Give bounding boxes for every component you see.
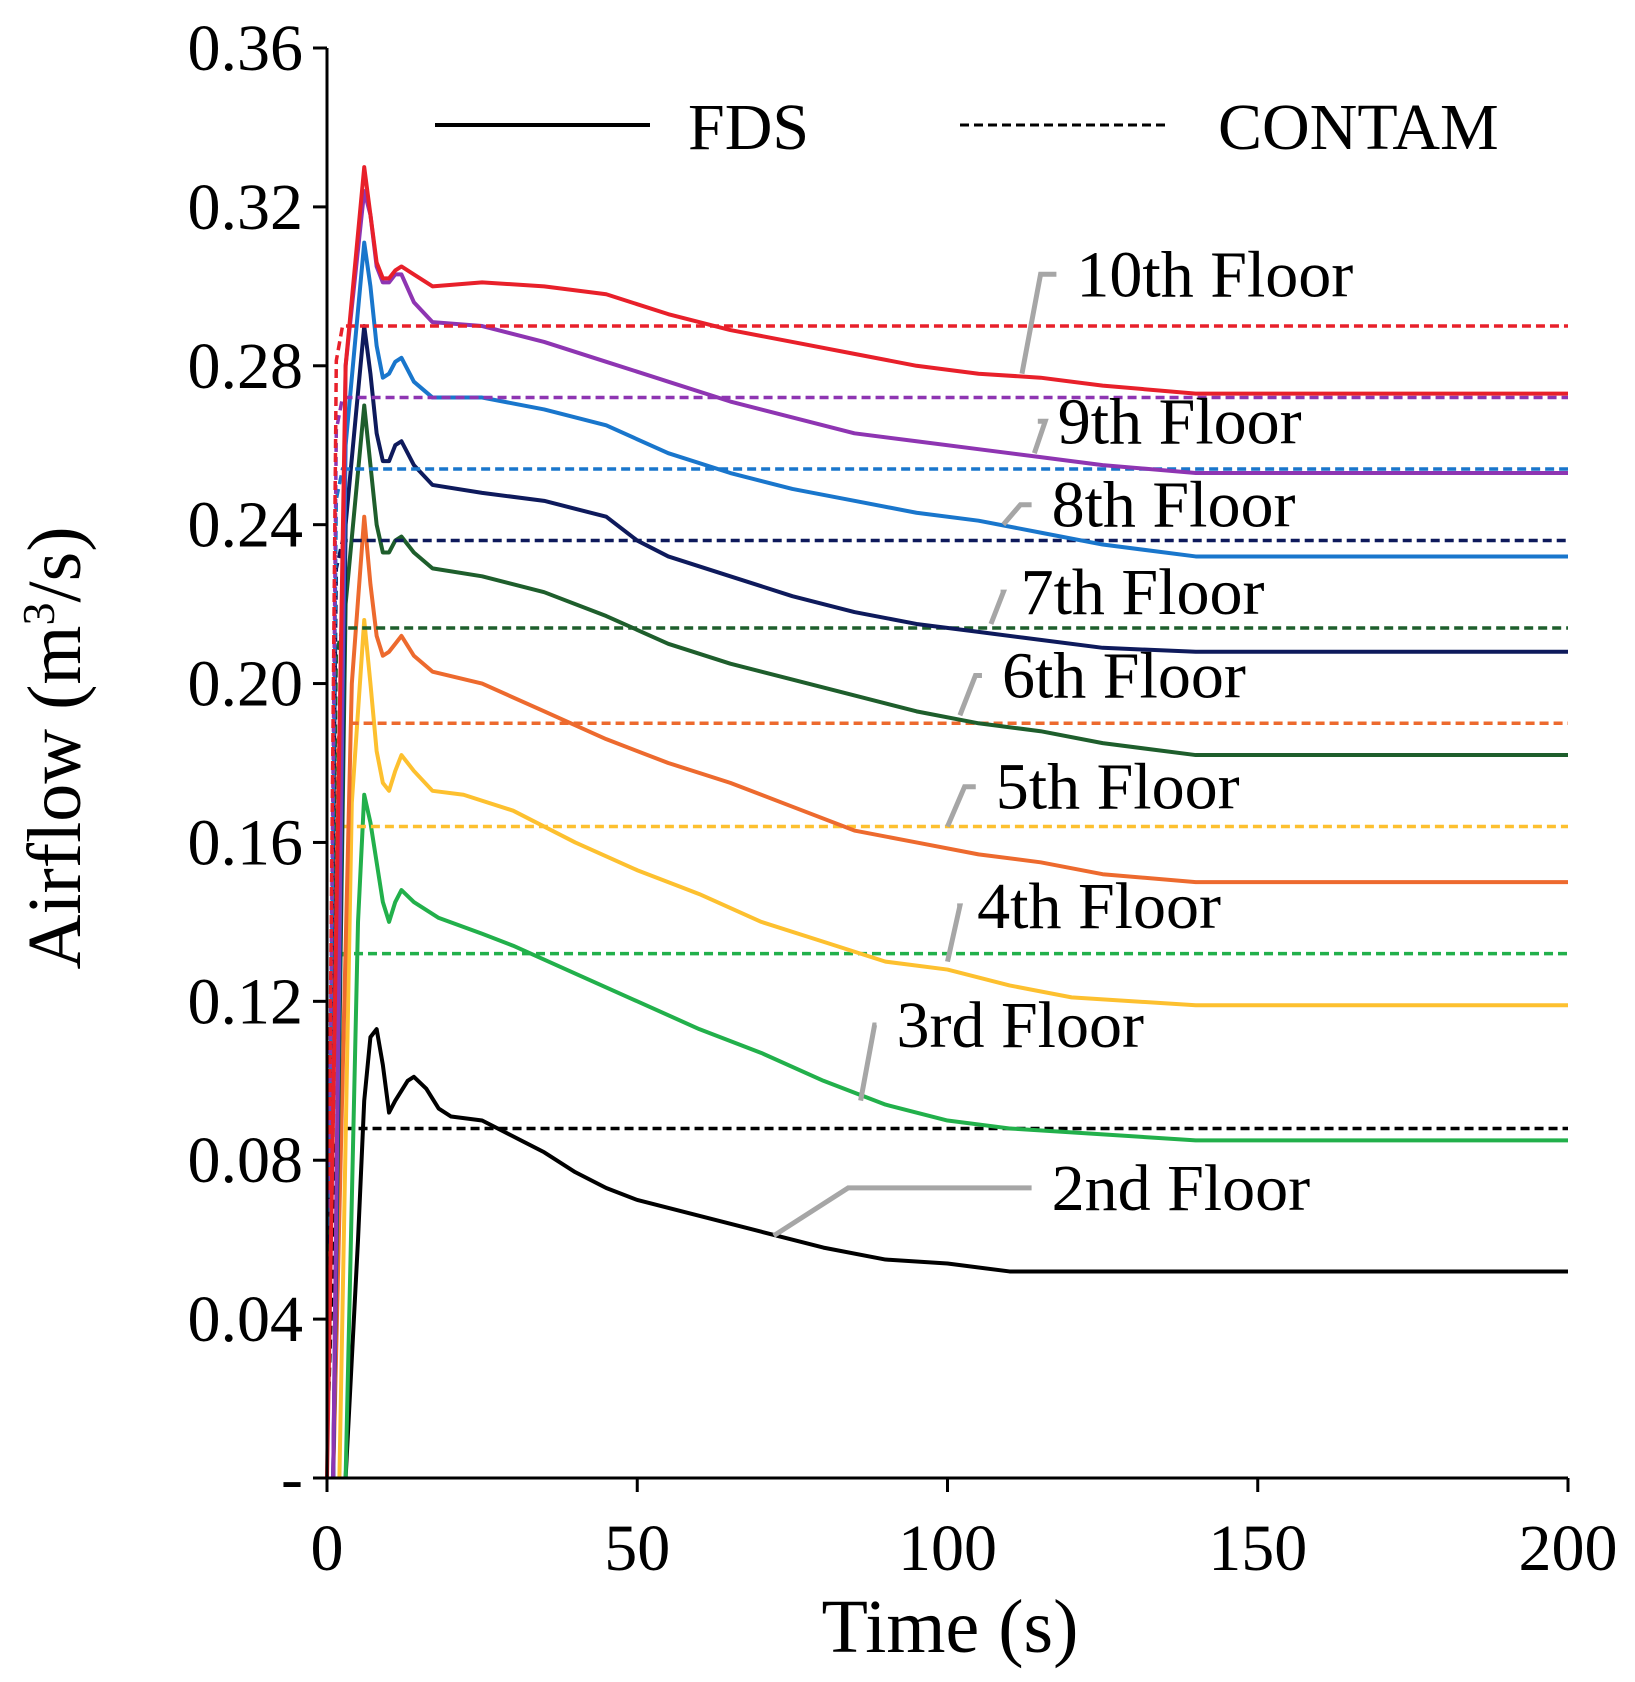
y-tick-label: - bbox=[281, 1442, 303, 1515]
legend-contam-label: CONTAM bbox=[1218, 91, 1499, 164]
y-axis-ticks: - 0.04 0.08 0.12 0.16 0.20 0.24 0.28 0.32 0.36 bbox=[188, 12, 327, 1515]
y-axis-title-main: Airflow (m bbox=[13, 625, 97, 969]
x-tick-label: 200 bbox=[1519, 1512, 1618, 1585]
fds-line-6th-floor bbox=[331, 403, 1568, 1479]
fds-line-4th-floor bbox=[337, 618, 1568, 1479]
leader-5th-floor bbox=[945, 784, 976, 828]
floor-label-2nd-floor: 2nd Floor bbox=[1052, 1152, 1311, 1225]
fds-line-5th-floor bbox=[331, 514, 1568, 1479]
legend-fds-label: FDS bbox=[688, 91, 809, 164]
floor-label-9th-floor: 9th Floor bbox=[1058, 385, 1302, 458]
floor-label-6th-floor: 6th Floor bbox=[1002, 640, 1246, 713]
leader-6th-floor bbox=[957, 673, 982, 717]
fds-line-10th-floor bbox=[325, 165, 1568, 1479]
leader-2nd-floor bbox=[772, 1185, 1032, 1238]
x-tick-label: 0 bbox=[311, 1512, 344, 1585]
fds-line-9th-floor bbox=[331, 189, 1568, 1479]
y-tick-label: 0.12 bbox=[188, 965, 304, 1038]
leader-9th-floor bbox=[1032, 418, 1049, 454]
contam-line-9th-floor bbox=[327, 395, 1568, 1208]
leader-4th-floor bbox=[945, 903, 964, 963]
floor-label-10th-floor: 10th Floor bbox=[1076, 238, 1353, 311]
contam-line-2nd-floor bbox=[327, 1126, 1568, 1391]
fds-line-3rd-floor bbox=[343, 792, 1568, 1479]
y-tick-label: 0.16 bbox=[188, 806, 304, 879]
floor-label-7th-floor: 7th Floor bbox=[1021, 556, 1265, 629]
floor-label-leaders bbox=[772, 271, 1057, 1238]
y-axis-title: Airflow (m3/s) bbox=[13, 526, 97, 969]
fds-line-2nd-floor bbox=[343, 1027, 1568, 1479]
y-tick-label: 0.32 bbox=[188, 171, 304, 244]
y-tick-label: 0.08 bbox=[188, 1124, 304, 1197]
x-axis-title: Time (s) bbox=[822, 1585, 1079, 1669]
y-axis-title-superscript: 3 bbox=[13, 602, 64, 625]
x-tick-label: 50 bbox=[604, 1512, 670, 1585]
floor-labels: 2nd Floor 3rd Floor 4th Floor 5th Floor 6th … bbox=[896, 238, 1353, 1225]
y-tick-label: 0.24 bbox=[188, 489, 304, 562]
x-tick-label: 100 bbox=[898, 1512, 997, 1585]
contam-line-10th-floor bbox=[327, 324, 1568, 1191]
leader-7th-floor bbox=[988, 589, 1008, 625]
floor-label-8th-floor: 8th Floor bbox=[1052, 469, 1296, 542]
floor-label-3rd-floor: 3rd Floor bbox=[896, 989, 1144, 1062]
contam-line-4th-floor bbox=[327, 824, 1568, 1316]
plot-area bbox=[325, 165, 1568, 1479]
leader-3rd-floor bbox=[858, 1022, 878, 1102]
x-axis-ticks: 0 50 100 150 200 bbox=[311, 1478, 1618, 1585]
fds-line-8th-floor bbox=[331, 240, 1568, 1479]
floor-label-4th-floor: 4th Floor bbox=[977, 870, 1221, 943]
leader-10th-floor bbox=[1019, 271, 1057, 375]
fds-line-7th-floor bbox=[331, 324, 1568, 1479]
legend: FDS CONTAM bbox=[435, 91, 1499, 164]
y-tick-label: 0.28 bbox=[188, 330, 304, 403]
y-tick-label: 0.20 bbox=[188, 648, 304, 721]
y-tick-label: 0.36 bbox=[188, 12, 304, 85]
y-tick-label: 0.04 bbox=[188, 1283, 304, 1356]
leader-8th-floor bbox=[1001, 502, 1032, 527]
x-tick-label: 150 bbox=[1208, 1512, 1307, 1585]
y-axis-title-end: /s) bbox=[13, 526, 97, 602]
floor-label-5th-floor: 5th Floor bbox=[996, 751, 1240, 824]
